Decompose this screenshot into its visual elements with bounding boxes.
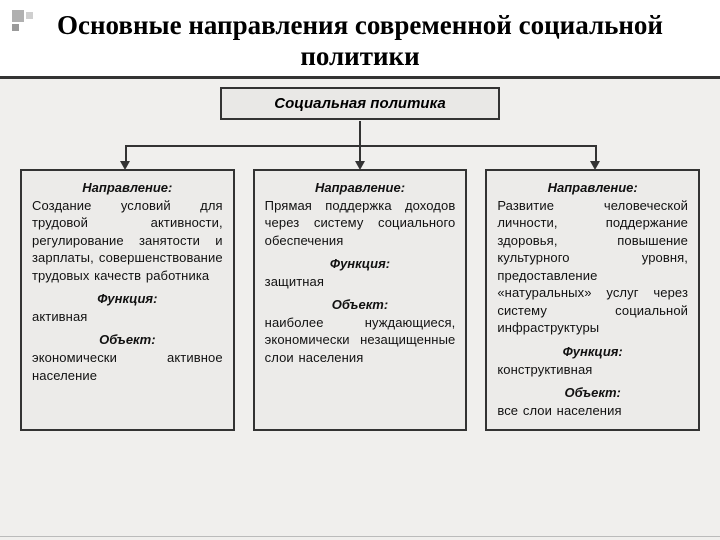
direction-text-3: Развитие человеческой личности, поддержа…: [497, 197, 688, 337]
page-title: Основные направления современной социаль…: [30, 10, 690, 72]
object-text-1: экономически активное население: [32, 349, 223, 384]
function-text-3: конструктивная: [497, 361, 688, 379]
function-label: Функция:: [265, 255, 456, 273]
column-2: Направление: Прямая поддержка доходов че…: [253, 169, 468, 431]
direction-label: Направление:: [265, 179, 456, 197]
function-text-2: защитная: [265, 273, 456, 291]
object-text-2: наиболее нуждающиеся, экономически незащ…: [265, 314, 456, 367]
connector-root-down: [359, 121, 361, 145]
root-label: Социальная политика: [274, 95, 445, 112]
footer-divider: [0, 536, 720, 537]
object-text-3: все слои населения: [497, 402, 688, 420]
function-label: Функция:: [32, 290, 223, 308]
direction-label: Направление:: [32, 179, 223, 197]
root-node: Социальная политика: [220, 87, 500, 120]
columns-row: Направление: Создание условий для трудов…: [20, 169, 700, 431]
direction-text-1: Создание условий для трудовой активности…: [32, 197, 223, 285]
function-text-1: активная: [32, 308, 223, 326]
direction-label: Направление:: [497, 179, 688, 197]
object-label: Объект:: [32, 331, 223, 349]
column-1: Направление: Создание условий для трудов…: [20, 169, 235, 431]
function-label: Функция:: [497, 343, 688, 361]
hierarchy-diagram: Социальная политика Направление: Создани…: [20, 87, 700, 517]
object-label: Объект:: [265, 296, 456, 314]
column-3: Направление: Развитие человеческой лично…: [485, 169, 700, 431]
object-label: Объект:: [497, 384, 688, 402]
direction-text-2: Прямая поддержка доходов через систему с…: [265, 197, 456, 250]
title-bar: Основные направления современной социаль…: [0, 0, 720, 79]
slide-decorator-icon: [12, 10, 34, 32]
